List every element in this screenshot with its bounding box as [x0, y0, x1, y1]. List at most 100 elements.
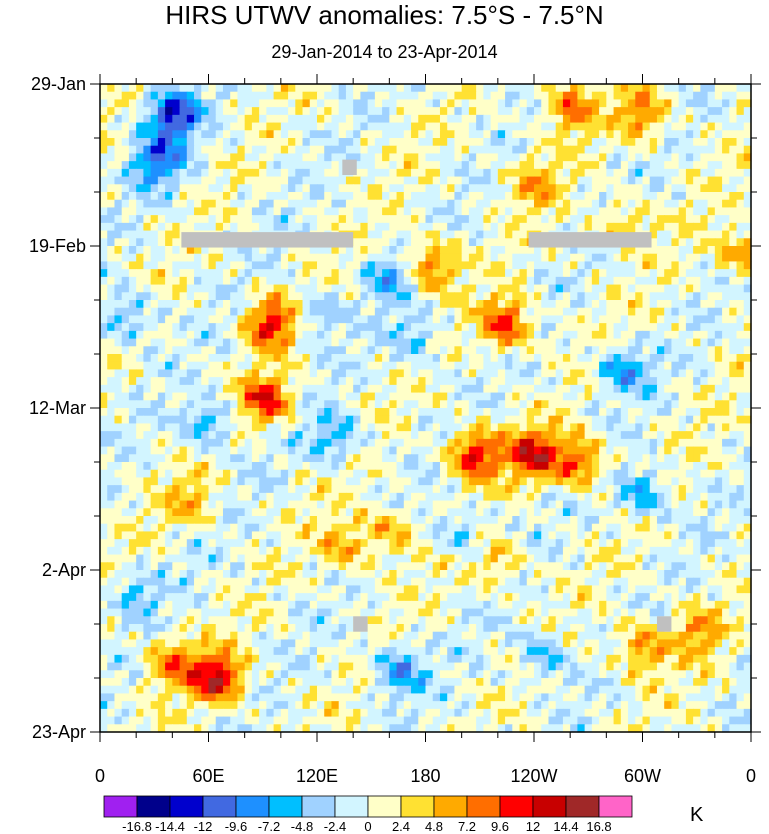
field-cell	[186, 392, 195, 401]
field-cell	[114, 192, 123, 201]
field-cell	[447, 107, 456, 116]
field-cell	[403, 276, 412, 286]
field-cell	[353, 276, 361, 286]
field-cell	[562, 222, 571, 232]
field-cell	[497, 315, 506, 324]
field-cell	[729, 492, 738, 502]
field-cell	[353, 307, 361, 317]
field-cell	[729, 114, 738, 124]
field-cell	[613, 168, 622, 178]
field-cell	[425, 315, 434, 324]
field-cell	[664, 153, 673, 162]
field-cell	[165, 145, 173, 155]
field-cell	[331, 408, 340, 417]
field-cell	[613, 184, 622, 193]
field-cell	[476, 269, 484, 278]
field-cell	[599, 130, 607, 139]
field-cell	[222, 161, 231, 170]
field-cell	[230, 99, 239, 108]
field-cell	[519, 469, 528, 479]
field-cell	[736, 307, 745, 317]
field-cell	[678, 454, 687, 463]
field-cell	[143, 261, 152, 270]
field-cell	[143, 361, 152, 371]
field-cell	[222, 315, 231, 324]
field-cell	[396, 207, 405, 216]
field-cell	[678, 84, 687, 93]
field-cell	[194, 192, 202, 201]
field-cell	[649, 91, 658, 101]
field-cell	[541, 84, 550, 93]
field-cell	[693, 269, 701, 278]
field-cell	[439, 454, 448, 463]
field-cell	[389, 408, 398, 417]
field-cell	[194, 392, 202, 401]
field-cell	[121, 253, 130, 263]
field-cell	[143, 184, 152, 193]
field-cell	[700, 338, 709, 347]
field-cell	[259, 400, 267, 409]
field-cell	[534, 392, 542, 401]
field-cell	[729, 238, 738, 247]
field-cell	[635, 114, 644, 124]
field-cell	[678, 438, 687, 448]
field-cell	[201, 114, 210, 124]
field-cell	[541, 300, 550, 309]
field-cell	[454, 284, 463, 293]
field-cell	[186, 446, 195, 455]
field-cell	[461, 446, 470, 455]
field-cell	[396, 423, 405, 432]
field-cell	[534, 168, 542, 178]
field-cell	[186, 500, 195, 509]
field-cell	[541, 222, 550, 232]
field-cell	[439, 338, 448, 347]
field-cell	[194, 462, 202, 471]
field-cell	[707, 485, 716, 494]
field-cell	[186, 431, 195, 440]
field-cell	[288, 292, 296, 301]
field-cell	[273, 300, 282, 309]
field-cell	[642, 199, 651, 209]
field-cell	[179, 130, 188, 139]
field-cell	[244, 431, 253, 440]
field-cell	[273, 392, 282, 401]
field-cell	[345, 176, 354, 185]
field-cell	[396, 431, 405, 440]
field-cell	[280, 207, 289, 216]
field-cell	[309, 392, 318, 401]
field-cell	[519, 122, 528, 131]
field-cell	[186, 423, 195, 432]
field-cell	[324, 369, 333, 378]
field-cell	[150, 138, 159, 147]
field-cell	[541, 269, 550, 278]
field-cell	[584, 222, 593, 232]
field-cell	[215, 145, 224, 155]
field-cell	[497, 161, 506, 170]
field-cell	[577, 222, 586, 232]
field-cell	[382, 500, 390, 509]
field-cell	[367, 338, 376, 347]
field-cell	[656, 222, 665, 232]
field-cell	[722, 408, 730, 417]
field-cell	[577, 145, 586, 155]
field-cell	[157, 184, 166, 193]
field-cell	[259, 292, 267, 301]
field-cell	[555, 107, 564, 116]
field-cell	[722, 462, 730, 471]
field-cell	[707, 215, 716, 224]
field-cell	[317, 138, 325, 147]
field-cell	[165, 269, 173, 278]
field-cell	[584, 431, 593, 440]
field-cell	[454, 153, 463, 162]
field-cell	[237, 122, 246, 131]
field-cell	[512, 408, 521, 417]
field-cell	[534, 315, 542, 324]
field-cell	[360, 230, 369, 239]
field-cell	[244, 469, 253, 479]
field-cell	[591, 215, 600, 224]
field-cell	[194, 492, 202, 502]
field-cell	[685, 492, 694, 502]
field-cell	[685, 222, 694, 232]
field-cell	[179, 107, 188, 116]
field-cell	[656, 330, 665, 340]
